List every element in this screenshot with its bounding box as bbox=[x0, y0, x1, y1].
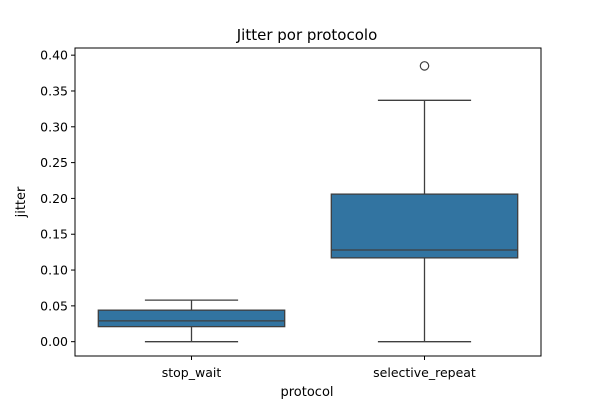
chart-title: Jitter por protocolo bbox=[236, 26, 378, 44]
y-tick-label: 0.30 bbox=[40, 119, 68, 134]
y-tick-label: 0.20 bbox=[40, 191, 68, 206]
y-tick-label: 0.35 bbox=[40, 83, 68, 98]
y-tick-label: 0.25 bbox=[40, 155, 68, 170]
axes-frame bbox=[74, 47, 542, 357]
box-stop_wait bbox=[97, 309, 286, 328]
y-tick-label: 0.15 bbox=[40, 227, 68, 242]
box-selective_repeat bbox=[330, 193, 519, 259]
plot-area: 0.00 0.05 0.10 0.15 0.20 0.25 0.30 0.35 0.40 stop… bbox=[40, 48, 519, 380]
y-axis-label: jitter bbox=[14, 186, 29, 218]
x-axis-label: protocol bbox=[280, 385, 333, 400]
y-tick-label: 0.40 bbox=[40, 48, 68, 63]
y-tick-label: 0.05 bbox=[40, 298, 68, 313]
x-tick-label: selective_repeat bbox=[373, 365, 476, 380]
outlier-point bbox=[419, 61, 430, 71]
x-tick-label: stop_wait bbox=[162, 365, 222, 380]
y-tick-label: 0.00 bbox=[40, 334, 68, 349]
y-tick-label: 0.10 bbox=[40, 263, 68, 278]
